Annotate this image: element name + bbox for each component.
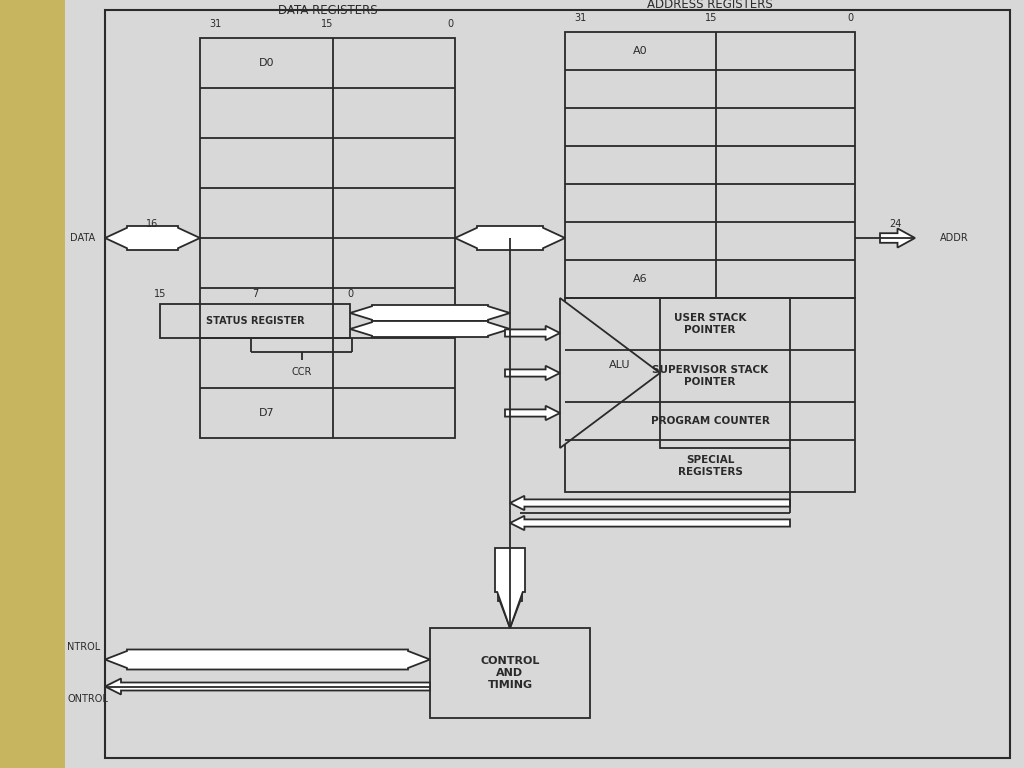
- Bar: [105, 10, 1010, 758]
- Polygon shape: [505, 366, 560, 380]
- Text: CONTROL
AND
TIMING: CONTROL AND TIMING: [480, 657, 540, 690]
- Text: ADDR: ADDR: [940, 233, 969, 243]
- Polygon shape: [455, 226, 565, 250]
- Polygon shape: [880, 228, 915, 247]
- Text: PROGRAM COUNTER: PROGRAM COUNTER: [650, 416, 769, 426]
- Text: ADDRESS REGISTERS: ADDRESS REGISTERS: [647, 0, 773, 11]
- Text: 24: 24: [889, 219, 901, 229]
- Text: 0: 0: [446, 19, 453, 29]
- Text: 7: 7: [252, 289, 258, 299]
- Text: A0: A0: [633, 46, 648, 56]
- Polygon shape: [105, 650, 430, 670]
- Bar: [0, 0, 65, 768]
- Polygon shape: [350, 321, 510, 337]
- Text: SUPERVISOR STACK
POINTER: SUPERVISOR STACK POINTER: [652, 366, 768, 387]
- Polygon shape: [350, 305, 510, 321]
- Bar: [430, 628, 590, 718]
- Bar: [200, 38, 455, 438]
- Text: DATA REGISTERS: DATA REGISTERS: [278, 4, 377, 16]
- Text: D0: D0: [258, 58, 274, 68]
- Polygon shape: [105, 226, 200, 250]
- Text: 15: 15: [322, 19, 334, 29]
- Polygon shape: [105, 678, 430, 694]
- Text: 15: 15: [705, 13, 717, 23]
- Text: CCR: CCR: [292, 367, 311, 377]
- Polygon shape: [510, 516, 790, 530]
- Text: 15: 15: [154, 289, 166, 299]
- Text: NTROL: NTROL: [67, 643, 100, 653]
- Bar: [565, 32, 855, 298]
- Text: A6: A6: [633, 274, 648, 284]
- Polygon shape: [510, 496, 790, 510]
- Text: USER STACK
POINTER: USER STACK POINTER: [674, 313, 746, 335]
- Text: ONTROL: ONTROL: [67, 694, 108, 703]
- Text: 16: 16: [146, 219, 159, 229]
- Polygon shape: [495, 548, 525, 628]
- Bar: [565, 298, 855, 492]
- Text: 31: 31: [573, 13, 586, 23]
- Text: 0: 0: [847, 13, 853, 23]
- Polygon shape: [505, 326, 560, 340]
- Bar: [660, 298, 790, 448]
- Text: ALU: ALU: [609, 360, 631, 370]
- Text: D7: D7: [258, 408, 274, 418]
- Text: STATUS REGISTER: STATUS REGISTER: [206, 316, 304, 326]
- Polygon shape: [505, 406, 560, 420]
- Polygon shape: [498, 568, 522, 628]
- Polygon shape: [560, 298, 660, 448]
- Text: SPECIAL
REGISTERS: SPECIAL REGISTERS: [678, 455, 742, 477]
- Text: 0: 0: [347, 289, 353, 299]
- Text: DATA: DATA: [70, 233, 95, 243]
- Bar: [160, 304, 350, 338]
- Text: 31: 31: [209, 19, 221, 29]
